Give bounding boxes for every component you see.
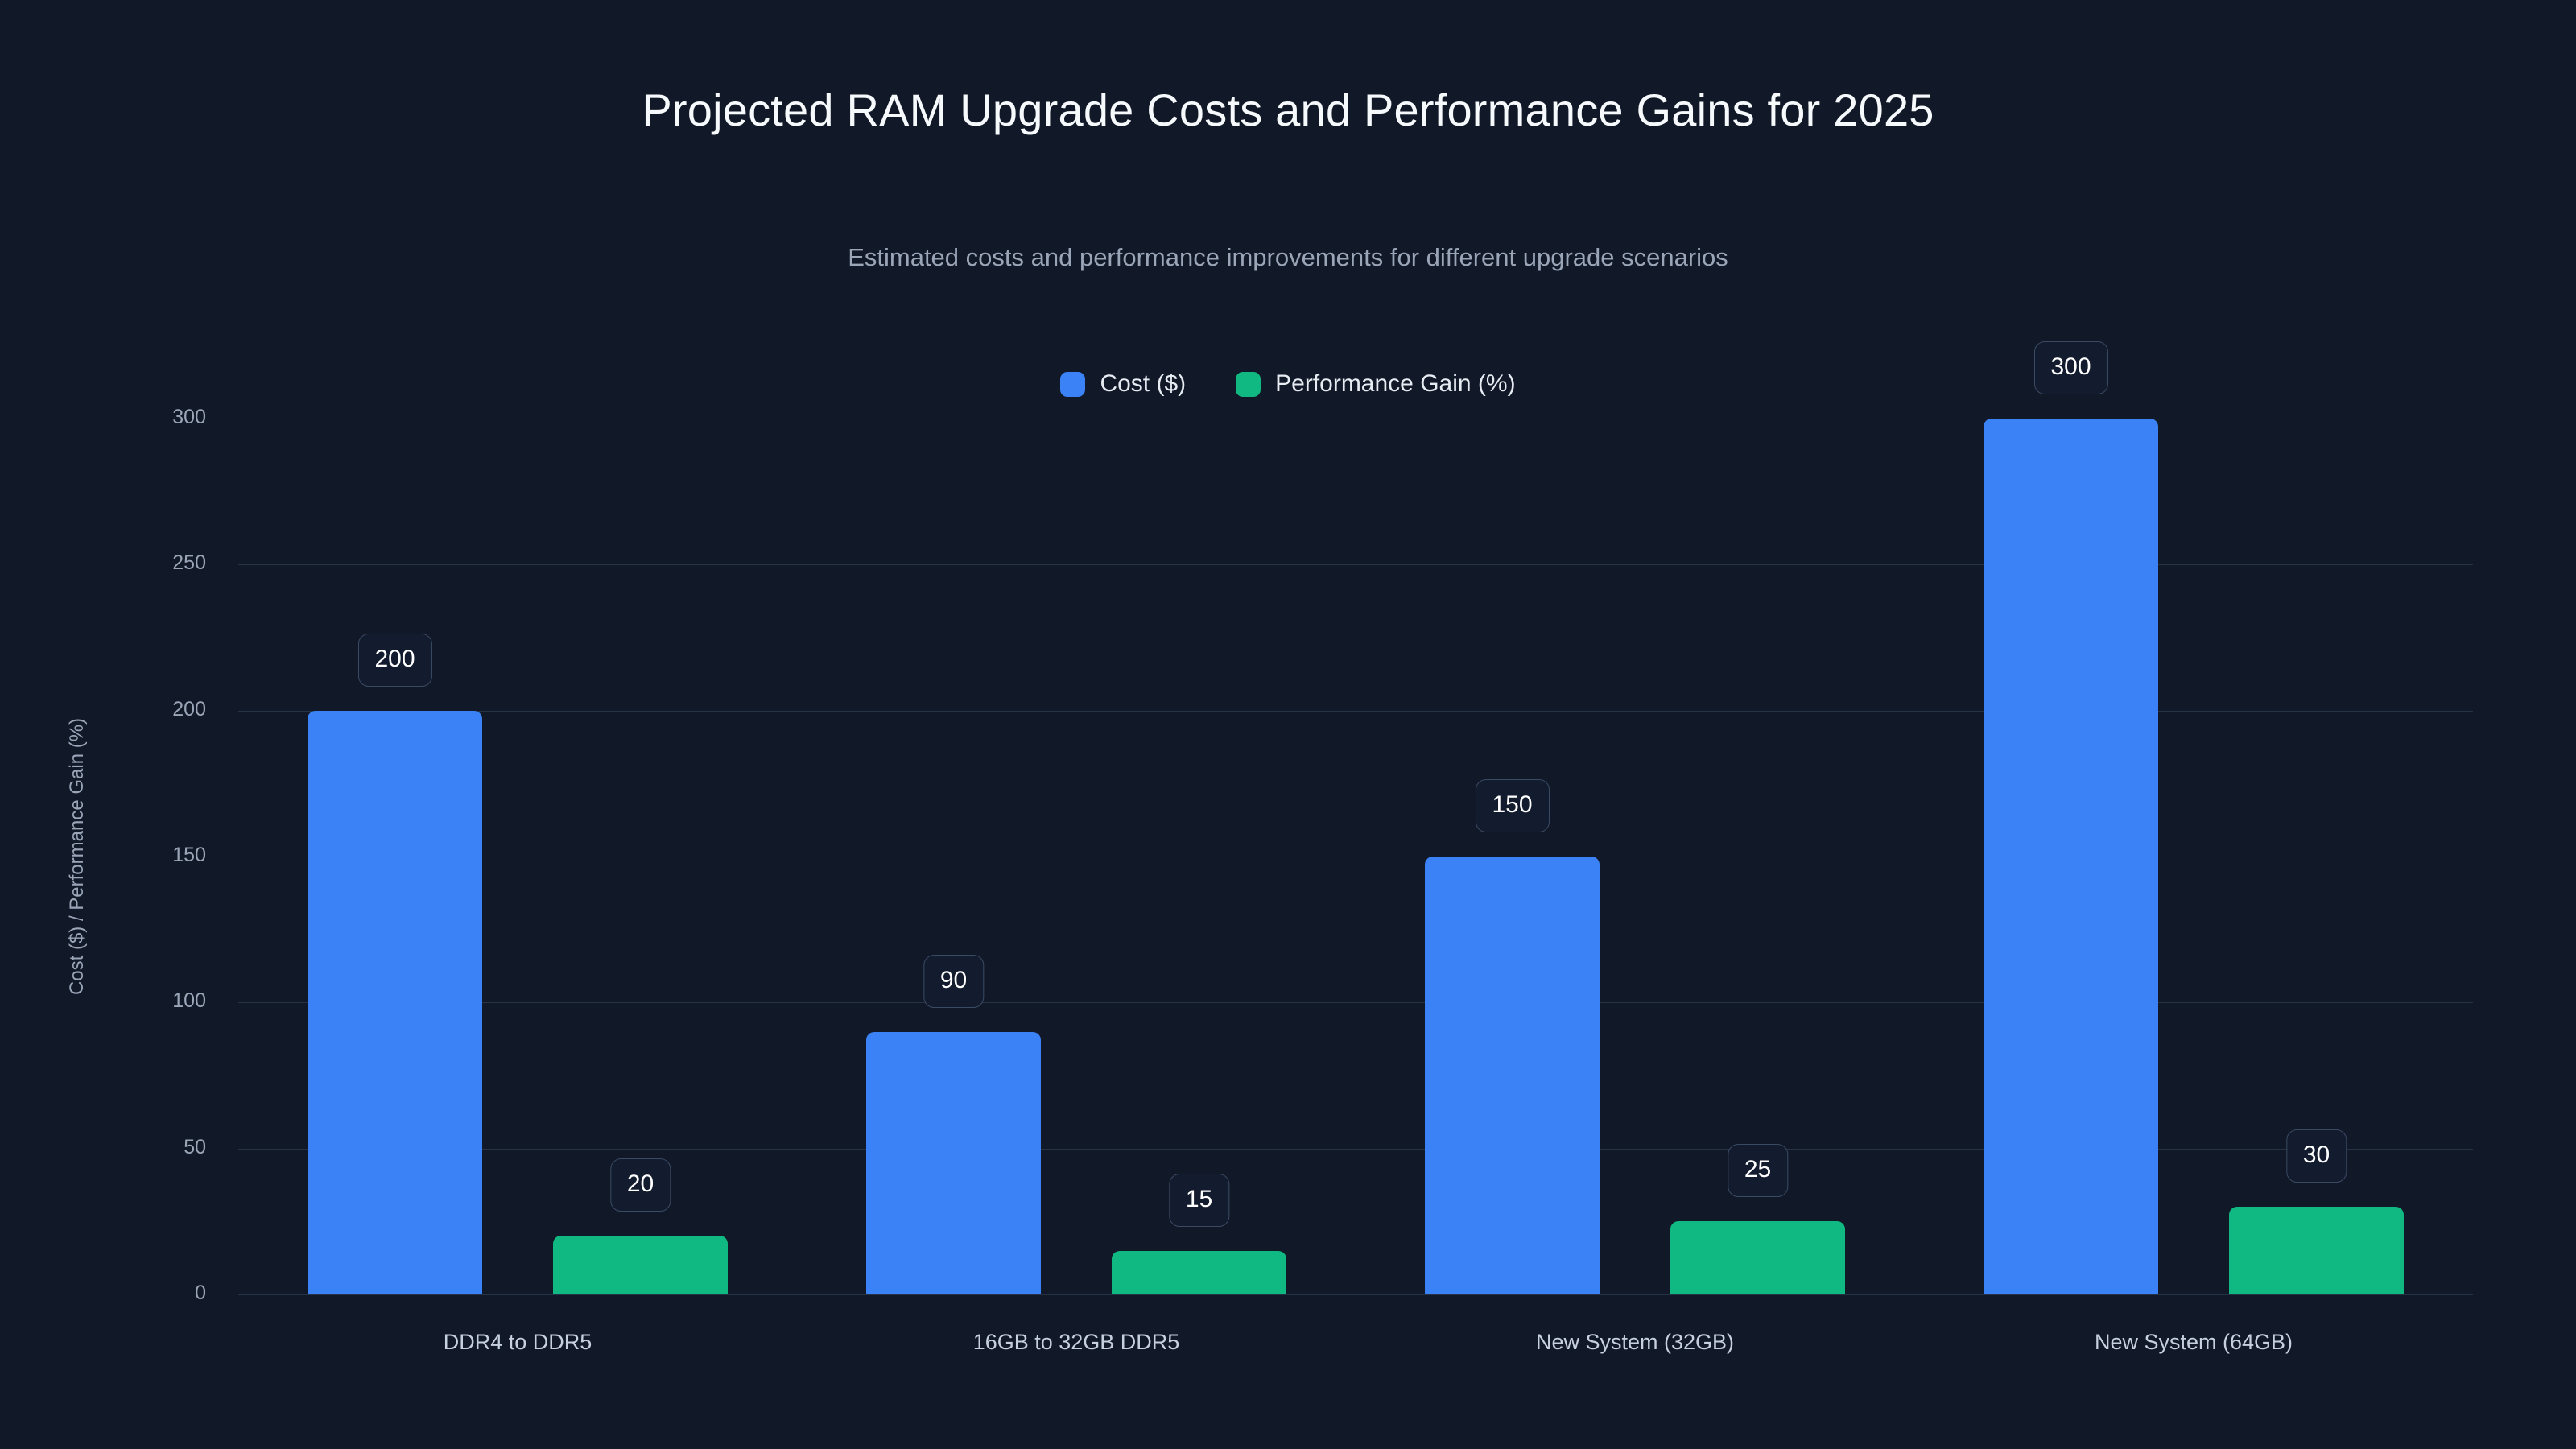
- bar-value-label: 200: [357, 633, 432, 687]
- y-tick-label: 150: [172, 844, 206, 866]
- bar[interactable]: [2229, 1207, 2404, 1294]
- legend-item-1[interactable]: Cost ($): [1060, 370, 1186, 398]
- bar-value-label: 150: [1475, 779, 1550, 832]
- bar[interactable]: [866, 1031, 1041, 1294]
- bar[interactable]: [1984, 419, 2158, 1294]
- bar-value-label: 15: [1168, 1173, 1230, 1227]
- gridline: [238, 710, 2473, 712]
- bar[interactable]: [553, 1236, 728, 1294]
- bar[interactable]: [1670, 1221, 1845, 1294]
- x-category-label: 16GB to 32GB DDR5: [972, 1330, 1180, 1354]
- legend-label: Cost ($): [1100, 370, 1187, 397]
- gridline: [238, 1148, 2473, 1150]
- bar[interactable]: [1425, 857, 1600, 1294]
- legend-swatch-icon: [1060, 371, 1086, 397]
- y-tick-label: 200: [172, 697, 206, 720]
- bar[interactable]: [1112, 1250, 1286, 1294]
- chart-title: Projected RAM Upgrade Costs and Performa…: [642, 85, 1934, 135]
- bar-value-label: 20: [609, 1158, 671, 1212]
- bar[interactable]: [308, 710, 482, 1294]
- y-tick-label: 50: [184, 1135, 206, 1158]
- gridline: [238, 1294, 2473, 1295]
- y-tick-label: 100: [172, 989, 206, 1013]
- legend-swatch-icon: [1236, 371, 1261, 397]
- x-category-label: DDR4 to DDR5: [443, 1330, 592, 1354]
- bar-value-label: 90: [923, 954, 985, 1008]
- bar-value-label: 25: [1727, 1144, 1789, 1198]
- bar-value-label: 300: [2033, 341, 2108, 394]
- chart-legend: Cost ($) Performance Gain (%): [0, 370, 2576, 398]
- x-category-label: New System (64GB): [2094, 1330, 2293, 1354]
- gridline: [238, 564, 2473, 566]
- y-tick-label: 250: [172, 551, 206, 575]
- y-tick-label: 0: [195, 1282, 206, 1304]
- legend-item-2[interactable]: Performance Gain (%): [1236, 370, 1516, 398]
- chart-subtitle: Estimated costs and performance improvem…: [848, 243, 1728, 271]
- x-category-label: New System (32GB): [1535, 1330, 1735, 1354]
- gridline: [238, 1002, 2473, 1004]
- plot-area: [238, 419, 2473, 1295]
- y-tick-label: 300: [172, 406, 206, 428]
- bar-value-label: 30: [2285, 1129, 2347, 1183]
- legend-label: Performance Gain (%): [1275, 370, 1516, 397]
